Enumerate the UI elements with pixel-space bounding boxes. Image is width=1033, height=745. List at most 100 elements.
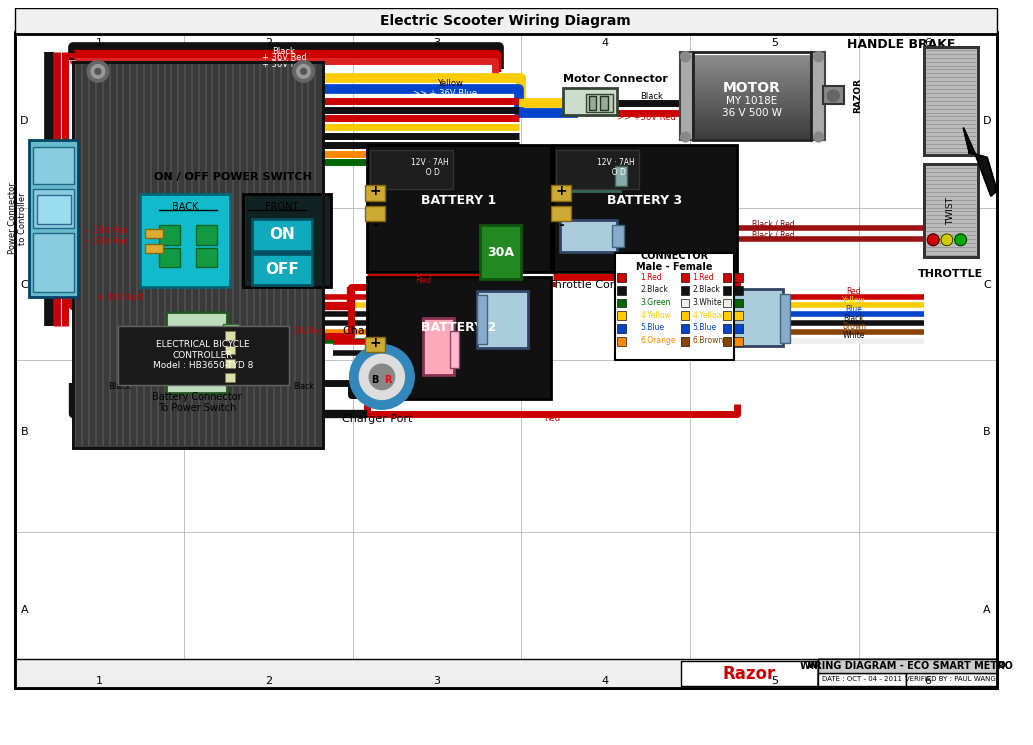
Circle shape <box>292 60 314 82</box>
Bar <box>166 312 227 393</box>
Text: Red: Red <box>415 276 431 285</box>
Bar <box>33 189 74 228</box>
Text: OFF: OFF <box>265 261 299 276</box>
Text: + 36V Red: + 36V Red <box>97 293 142 302</box>
Bar <box>723 286 731 295</box>
Bar <box>681 286 689 295</box>
Circle shape <box>296 65 310 78</box>
Text: DRAWING BY : PHILIP THAI: DRAWING BY : PHILIP THAI <box>905 676 997 682</box>
Text: 4.Yellow: 4.Yellow <box>692 311 723 320</box>
Bar <box>14 7 997 34</box>
Text: -: - <box>372 218 378 232</box>
Text: DRAWING BY : PHILIP THAI: DRAWING BY : PHILIP THAI <box>905 676 997 682</box>
Text: + 36V Red: + 36V Red <box>283 327 324 336</box>
Text: White: White <box>843 332 865 340</box>
Bar <box>693 52 811 140</box>
Bar <box>818 673 906 686</box>
Bar <box>159 247 180 267</box>
Circle shape <box>301 69 307 74</box>
Text: 4: 4 <box>601 38 608 48</box>
Text: Black: Black <box>108 382 131 391</box>
Bar <box>734 286 743 295</box>
Bar <box>818 659 997 673</box>
Circle shape <box>928 234 939 246</box>
Text: TWIST: TWIST <box>946 197 956 226</box>
Text: 30A: 30A <box>487 246 513 259</box>
Bar <box>723 324 731 333</box>
Circle shape <box>954 234 967 246</box>
Bar <box>723 337 731 346</box>
Text: Throttle Connector: Throttle Connector <box>549 280 653 290</box>
Bar <box>617 299 626 308</box>
Bar <box>14 32 997 688</box>
Bar <box>617 273 626 282</box>
Text: + 36V Red: + 36V Red <box>85 226 129 235</box>
Bar <box>818 673 906 686</box>
Text: RAZOR: RAZOR <box>853 78 863 113</box>
Bar <box>734 324 743 333</box>
Bar <box>563 162 620 191</box>
Bar <box>680 52 693 140</box>
Text: 2: 2 <box>264 676 272 686</box>
Bar <box>225 346 236 355</box>
Bar <box>367 145 552 272</box>
Bar <box>477 291 528 347</box>
Text: D: D <box>21 116 29 127</box>
Circle shape <box>681 52 690 62</box>
Bar <box>822 86 844 104</box>
Bar <box>818 673 906 686</box>
Text: WIRING DIAGRAM - ECO SMART METRO: WIRING DIAGRAM - ECO SMART METRO <box>808 662 1006 671</box>
Polygon shape <box>964 128 997 196</box>
Text: Motor Connector: Motor Connector <box>563 74 668 84</box>
Bar <box>617 337 626 346</box>
Bar <box>906 673 997 686</box>
Bar <box>225 359 236 368</box>
Text: Black: Black <box>464 237 487 247</box>
Text: Handle Brake Connector: Handle Brake Connector <box>573 209 710 218</box>
Bar <box>118 326 289 384</box>
Text: Power Connector
to Controller: Power Connector to Controller <box>8 183 27 254</box>
Text: 5: 5 <box>771 676 778 686</box>
Text: BACK: BACK <box>171 201 198 212</box>
Text: Black: Black <box>273 47 295 57</box>
Bar <box>818 659 997 673</box>
Bar <box>925 47 978 155</box>
Text: VERSION : V1 (+): VERSION : V1 (+) <box>828 675 895 684</box>
Text: Brown: Brown <box>842 323 866 332</box>
Text: A: A <box>983 605 991 615</box>
Bar <box>29 140 79 297</box>
Bar <box>14 659 997 688</box>
Text: MY 1018E: MY 1018E <box>726 96 778 106</box>
Text: 5.Blue: 5.Blue <box>640 323 664 332</box>
Bar <box>818 673 906 686</box>
Circle shape <box>87 60 108 82</box>
Text: + 36V Red: + 36V Red <box>261 60 307 69</box>
Text: CONNECTOR
Male - Female: CONNECTOR Male - Female <box>636 250 713 272</box>
Text: C: C <box>983 280 991 290</box>
Bar <box>367 277 552 399</box>
Bar <box>252 253 312 285</box>
Text: 5.Blue: 5.Blue <box>692 323 717 332</box>
Bar <box>73 62 323 448</box>
Bar <box>681 324 689 333</box>
Text: Black: Black <box>844 314 865 323</box>
Bar <box>681 311 689 320</box>
Bar <box>723 273 731 282</box>
Bar <box>615 253 734 361</box>
Bar <box>586 94 613 112</box>
Bar <box>811 52 824 140</box>
Circle shape <box>941 234 952 246</box>
Circle shape <box>827 90 839 102</box>
Bar <box>589 96 596 110</box>
Text: +: + <box>369 184 381 198</box>
Text: DRAWING BY : PHILIP THAI: DRAWING BY : PHILIP THAI <box>905 676 997 682</box>
Text: 2: 2 <box>264 38 272 48</box>
Bar <box>617 286 626 295</box>
Bar <box>37 194 70 224</box>
Bar <box>450 331 460 368</box>
Bar <box>223 324 239 384</box>
Text: >> + 36V Blue: >> + 36V Blue <box>413 89 477 98</box>
Text: Red: Red <box>637 276 653 285</box>
Bar <box>818 673 906 686</box>
Text: Charger Connector: Charger Connector <box>343 326 448 336</box>
